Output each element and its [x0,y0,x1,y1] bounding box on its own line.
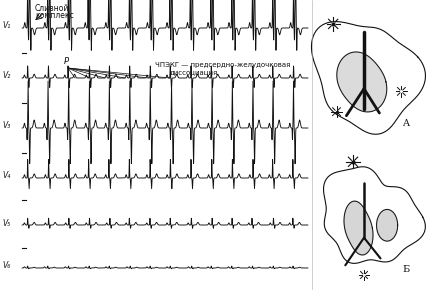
Text: V₁: V₁ [2,21,10,30]
Text: A: A [402,119,410,128]
Text: Б: Б [402,265,410,274]
Text: диссоциация: диссоциация [170,69,218,75]
Text: ЧПЭКГ — предсердно-желудочковая: ЧПЭКГ — предсердно-желудочковая [155,62,290,68]
Text: P: P [64,57,69,66]
Polygon shape [344,201,373,255]
Text: V₃: V₃ [2,122,10,130]
Polygon shape [377,209,398,241]
Text: V₂: V₂ [2,72,10,81]
Text: комплекс: комплекс [35,11,74,20]
Text: V₆: V₆ [2,262,10,271]
Text: V₅: V₅ [2,218,10,227]
Text: Сливной: Сливной [35,4,69,13]
Text: V₄: V₄ [2,171,10,180]
Polygon shape [337,52,387,112]
